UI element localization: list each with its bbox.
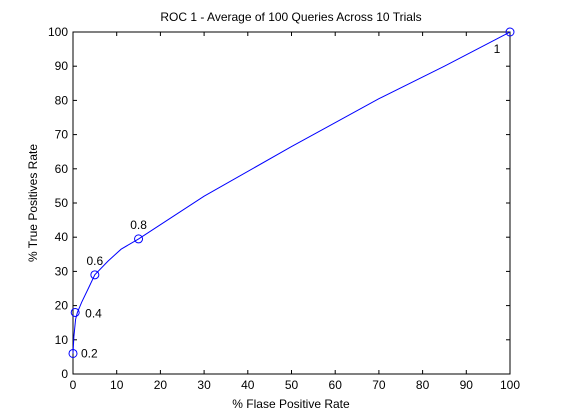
y-tick-label: 70 bbox=[55, 128, 69, 142]
threshold-label: 0.6 bbox=[87, 254, 104, 268]
threshold-marker bbox=[90, 270, 100, 280]
x-tick-label: 40 bbox=[241, 378, 255, 392]
threshold-label: 1 bbox=[494, 42, 501, 56]
y-tick-label: 20 bbox=[55, 299, 69, 313]
chart-title: ROC 1 - Average of 100 Queries Across 10… bbox=[160, 10, 421, 24]
markers-layer: 0.2 0.4 0.6 0.8 1 bbox=[68, 27, 515, 360]
y-tick-label: 40 bbox=[55, 230, 69, 244]
y-tick-label: 10 bbox=[55, 333, 69, 347]
x-tick-label: 0 bbox=[70, 378, 77, 392]
threshold-marker bbox=[68, 348, 78, 358]
y-tick-label: 50 bbox=[55, 196, 69, 210]
roc-curve-line bbox=[72, 31, 511, 354]
threshold-label: 0.8 bbox=[130, 218, 147, 232]
x-tick-label: 60 bbox=[329, 378, 343, 392]
x-tick-label: 100 bbox=[500, 378, 520, 392]
x-tick-label: 10 bbox=[110, 378, 124, 392]
y-tick-label: 80 bbox=[55, 93, 69, 107]
y-tick-label: 0 bbox=[61, 367, 68, 381]
threshold-marker bbox=[70, 307, 80, 317]
series-layer bbox=[72, 31, 511, 354]
threshold-marker bbox=[505, 27, 515, 37]
x-tick-label: 70 bbox=[372, 378, 386, 392]
threshold-label: 0.4 bbox=[85, 306, 102, 320]
plot-area bbox=[72, 31, 511, 375]
y-tick-label: 90 bbox=[55, 59, 69, 73]
x-axis-ticks: 0 10 20 30 40 50 60 70 80 90 100 bbox=[70, 32, 520, 392]
y-tick-label: 100 bbox=[48, 25, 68, 39]
threshold-label: 0.2 bbox=[81, 346, 98, 360]
x-tick-label: 30 bbox=[197, 378, 211, 392]
x-tick-label: 90 bbox=[460, 378, 474, 392]
x-axis-label: % Flase Positive Rate bbox=[232, 397, 350, 411]
y-axis-ticks: 0 10 20 30 40 50 60 70 80 90 100 bbox=[48, 25, 510, 381]
x-tick-label: 80 bbox=[416, 378, 430, 392]
y-tick-label: 60 bbox=[55, 162, 69, 176]
y-tick-label: 30 bbox=[55, 264, 69, 278]
y-axis-label: % True Positives Rate bbox=[26, 144, 40, 262]
threshold-marker bbox=[134, 234, 144, 244]
x-tick-label: 50 bbox=[285, 378, 299, 392]
x-tick-label: 20 bbox=[154, 378, 168, 392]
